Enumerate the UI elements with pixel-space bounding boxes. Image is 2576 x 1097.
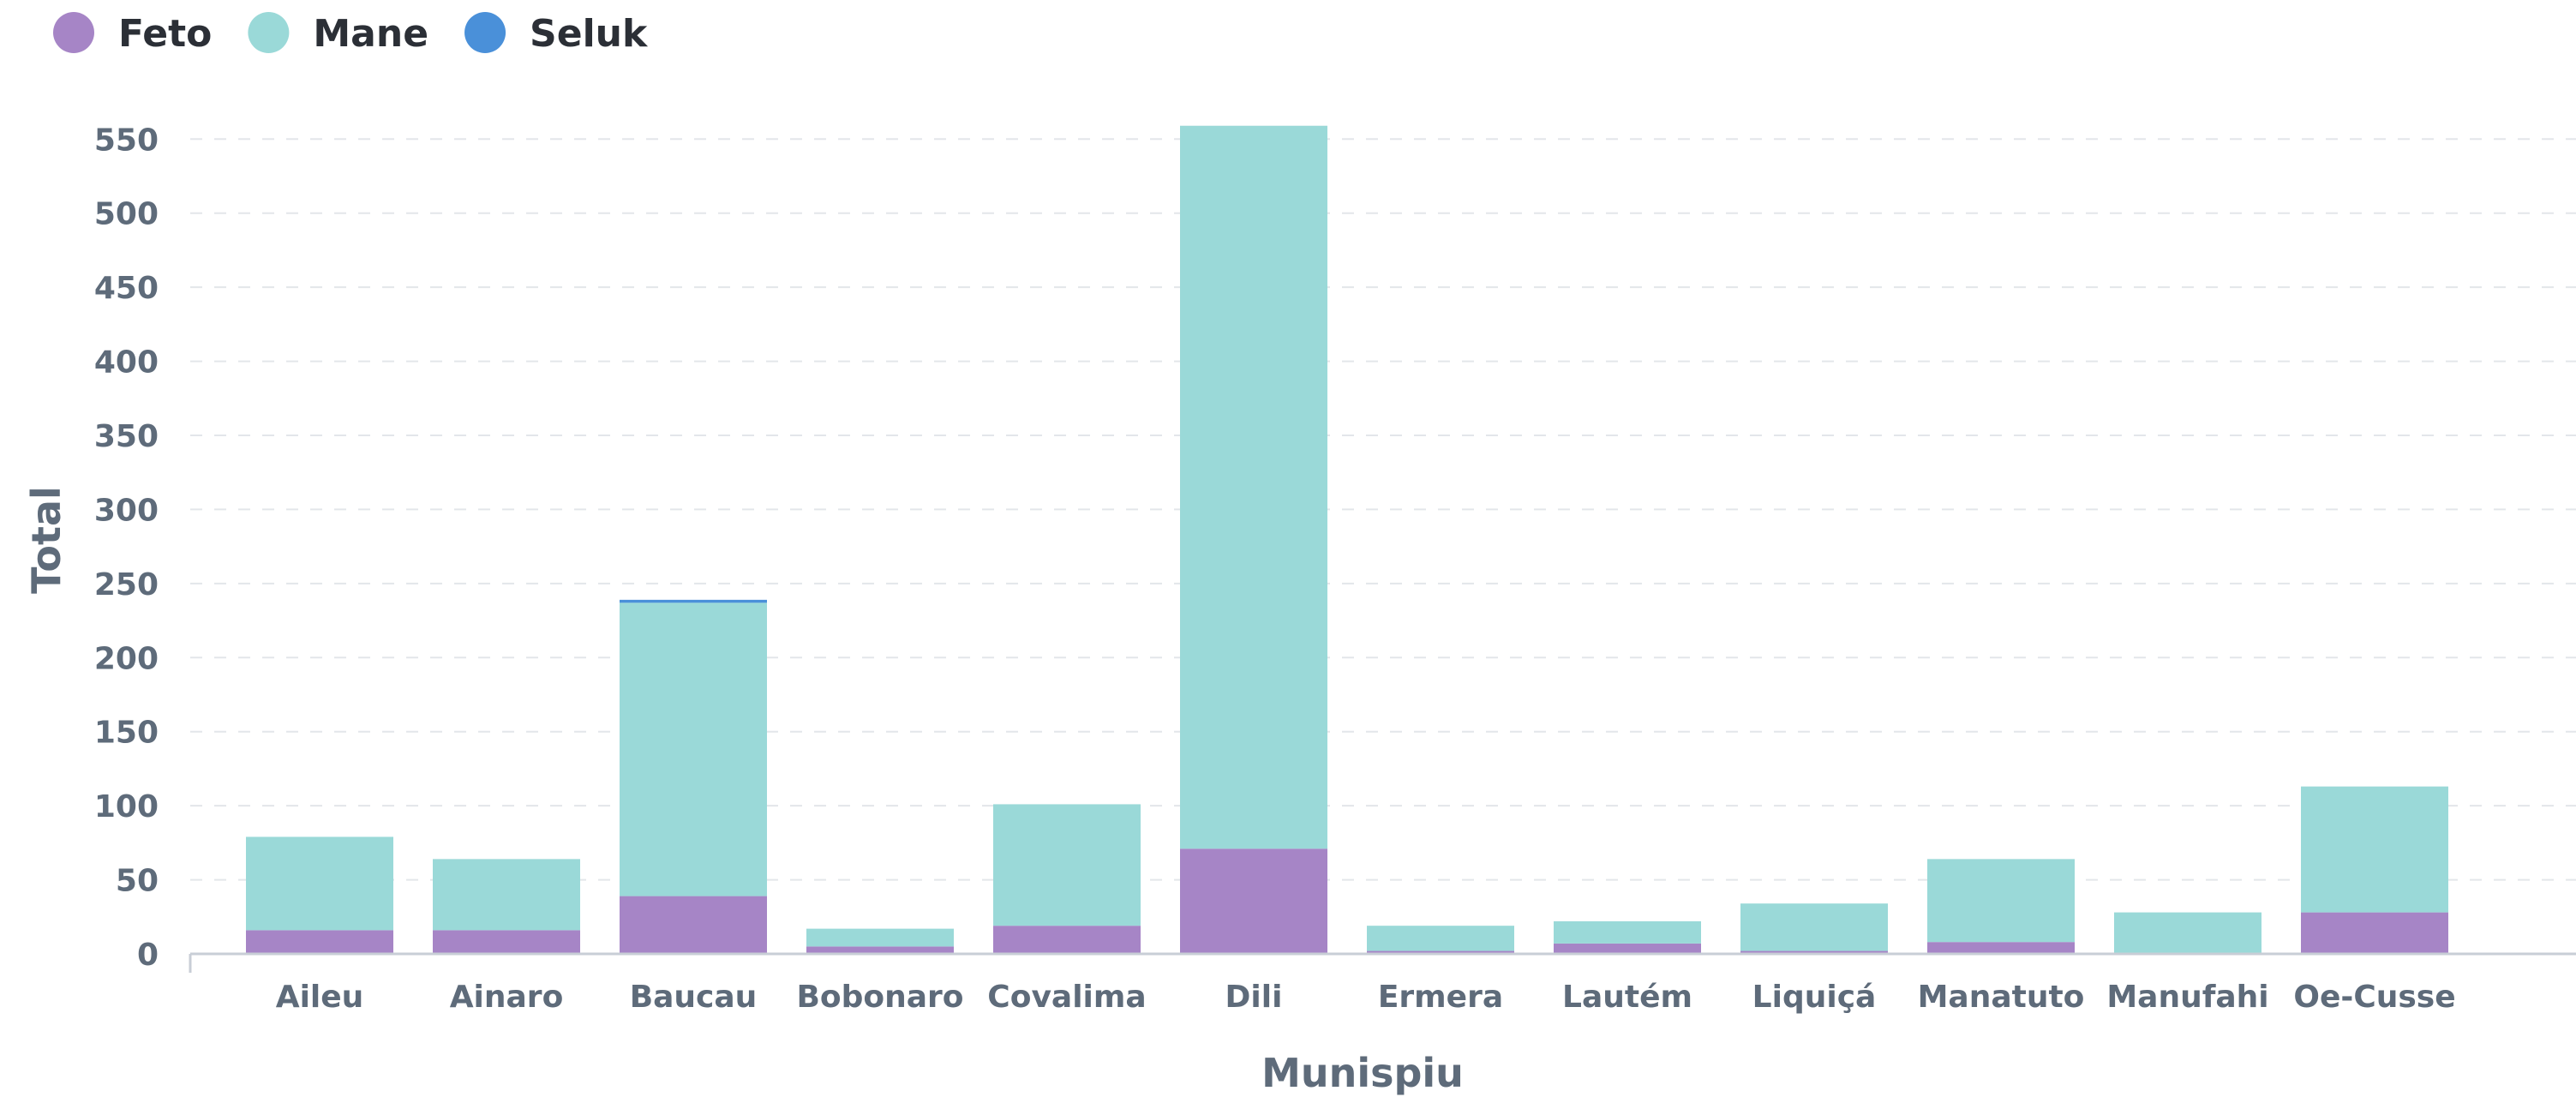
y-tick-label: 450 bbox=[94, 271, 159, 306]
x-axis-title: Munispiu bbox=[1261, 1050, 1464, 1096]
bar-segment-feto bbox=[433, 930, 580, 954]
bar-segment-feto bbox=[2301, 912, 2448, 954]
bar-segment-feto bbox=[1554, 943, 1701, 954]
y-tick-label: 300 bbox=[94, 493, 159, 528]
y-tick-label: 550 bbox=[94, 123, 159, 158]
bar-segment-feto bbox=[620, 896, 767, 954]
bar-segment-mane bbox=[1554, 920, 1701, 944]
y-tick-label: 250 bbox=[94, 567, 159, 602]
bar-segment-mane bbox=[2114, 912, 2261, 954]
bar-segment-mane bbox=[620, 602, 767, 896]
legend-label-mane[interactable]: Mane bbox=[313, 12, 428, 56]
bar-segment-mane bbox=[806, 928, 954, 947]
bar-segment-feto bbox=[1740, 950, 1888, 954]
bar-segment-mane bbox=[2301, 786, 2448, 913]
bar-segment-mane bbox=[1927, 859, 2075, 943]
bar-segment-feto bbox=[1927, 942, 2075, 954]
y-tick-label: 350 bbox=[94, 419, 159, 454]
y-tick-label: 50 bbox=[116, 864, 159, 899]
x-tick-label: Baucau bbox=[630, 980, 758, 1015]
legend-marker-seluk bbox=[464, 12, 506, 53]
bar-segment-mane bbox=[246, 836, 393, 931]
bar-segment-feto bbox=[246, 930, 393, 954]
y-tick-label: 500 bbox=[94, 197, 159, 232]
y-axis-ticks: 0 50 100 150 200 250 300 350 400 450 500 550 bbox=[94, 123, 159, 973]
x-tick-label: Bobonaro bbox=[796, 980, 963, 1015]
y-tick-label: 150 bbox=[94, 716, 159, 751]
bar-segment-mane bbox=[433, 859, 580, 931]
x-tick-label: Ainaro bbox=[450, 980, 564, 1015]
bars bbox=[246, 125, 2448, 954]
y-tick-label: 100 bbox=[94, 789, 159, 824]
y-axis-title: Total bbox=[23, 486, 69, 594]
y-tick-label: 200 bbox=[94, 641, 159, 676]
bar-segment-mane bbox=[1740, 903, 1888, 951]
legend-label-feto[interactable]: Feto bbox=[118, 12, 212, 56]
legend: Feto Mane Seluk bbox=[53, 12, 649, 56]
bar-segment-seluk bbox=[620, 599, 767, 603]
y-tick-label: 400 bbox=[94, 345, 159, 381]
x-tick-label: Oe-Cusse bbox=[2293, 980, 2455, 1015]
x-tick-label: Covalima bbox=[987, 980, 1146, 1015]
bar-segment-feto bbox=[1367, 950, 1514, 954]
x-tick-label: Liquiçá bbox=[1752, 980, 1877, 1015]
x-tick-label: Ermera bbox=[1378, 980, 1503, 1015]
bar-segment-feto bbox=[806, 946, 954, 954]
x-tick-label: Dili bbox=[1225, 980, 1283, 1015]
legend-label-seluk[interactable]: Seluk bbox=[530, 12, 649, 56]
legend-marker-feto bbox=[53, 12, 94, 53]
bar-segment-mane bbox=[1180, 125, 1327, 849]
legend-marker-mane bbox=[248, 12, 290, 53]
bar-segment-mane bbox=[993, 804, 1141, 926]
y-tick-label: 0 bbox=[137, 938, 159, 973]
bar-segment-feto bbox=[993, 926, 1141, 954]
bar-segment-feto bbox=[1180, 848, 1327, 954]
x-tick-label: Aileu bbox=[276, 980, 364, 1015]
x-tick-label: Manatuto bbox=[1918, 980, 2085, 1015]
x-tick-label: Manufahi bbox=[2106, 980, 2268, 1015]
x-tick-label: Lautém bbox=[1562, 980, 1692, 1015]
x-axis-ticks: Aileu Ainaro Baucau Bobonaro Covalima Dili Erm… bbox=[276, 980, 2456, 1015]
bar-segment-mane bbox=[1367, 926, 1514, 951]
gridlines bbox=[190, 138, 2576, 881]
